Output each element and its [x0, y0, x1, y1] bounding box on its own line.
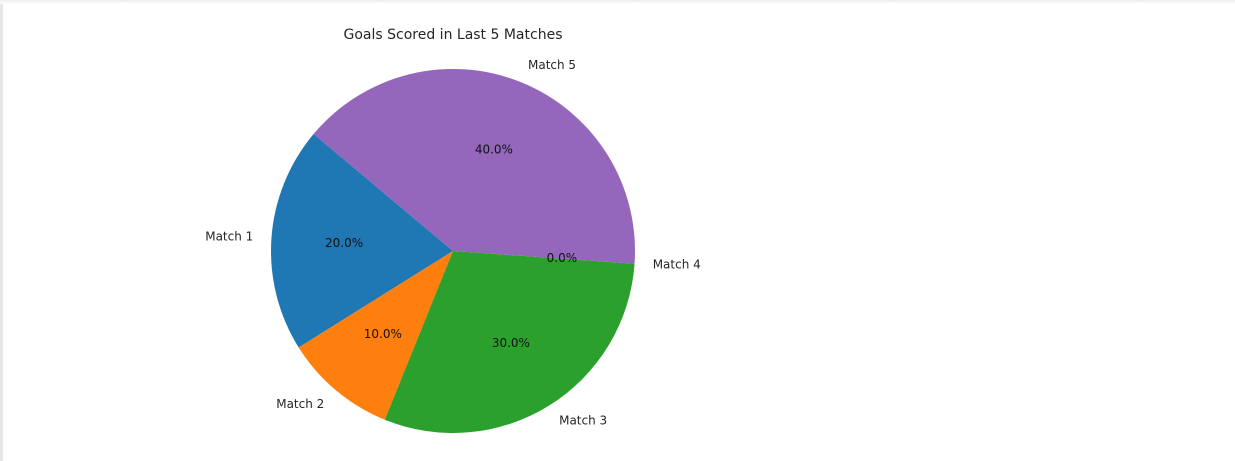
top-border: [0, 0, 1235, 4]
slice-match-2: [298, 251, 453, 420]
label-match-1: Match 1: [205, 230, 253, 244]
slice-match-5: [313, 68, 636, 264]
percent-match-2: 10.0%: [364, 327, 402, 341]
label-match-5: Match 5: [528, 58, 576, 72]
chart-title: Goals Scored in Last 5 Matches: [344, 27, 563, 43]
percent-match-1: 20.0%: [325, 236, 363, 250]
label-match-4: Match 4: [653, 258, 701, 272]
pie-labels: Match 1 20.0% Match 2 10.0% Match 3 30.0% Matc…: [205, 58, 701, 427]
label-match-3: Match 3: [559, 413, 607, 427]
slice-match-3: [384, 251, 635, 434]
percent-match-3: 30.0%: [492, 336, 530, 350]
left-border: [0, 0, 3, 461]
percent-match-4: 0.0%: [547, 251, 578, 265]
slice-match-1: [271, 134, 453, 348]
label-match-2: Match 2: [276, 397, 324, 411]
percent-match-5: 40.0%: [475, 142, 513, 156]
pie-slices: [271, 68, 636, 434]
